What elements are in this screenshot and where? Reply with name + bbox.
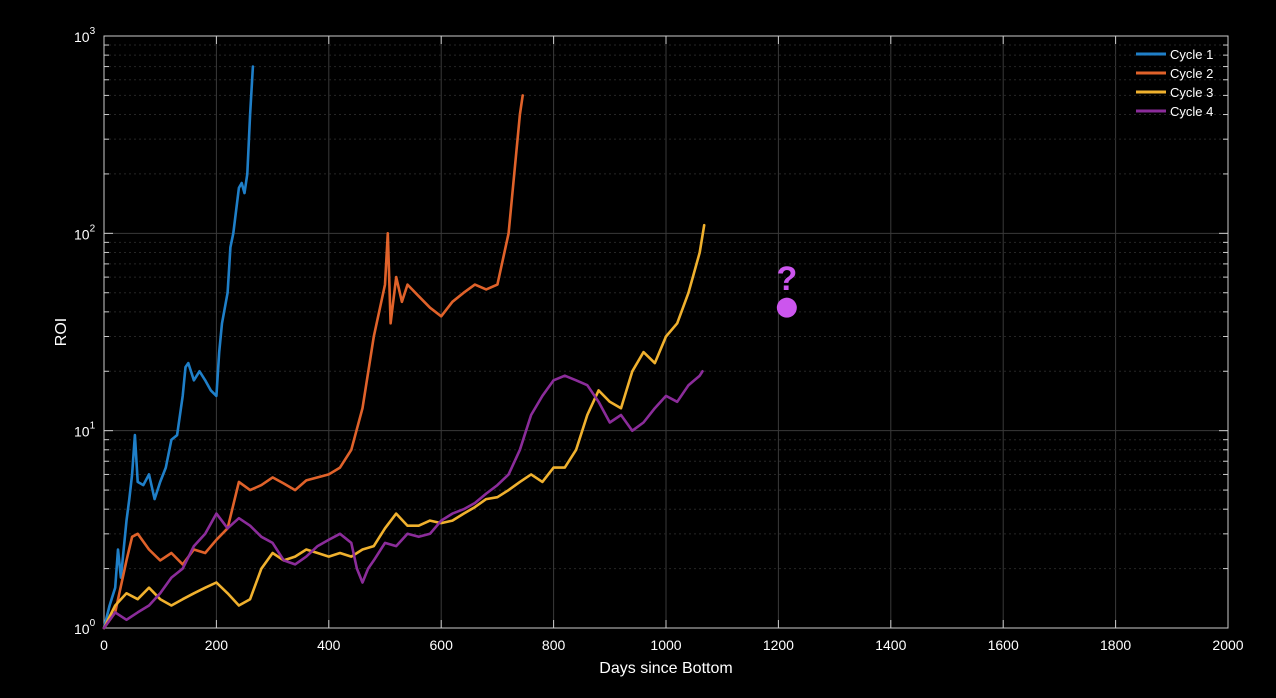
grid [104,36,1228,628]
x-tick-label: 200 [205,637,229,653]
series-line-cycle-2 [102,94,525,630]
series-line-cycle-3 [102,223,706,630]
legend-label-cycle-2: Cycle 2 [1170,66,1213,81]
x-tick-labels: 0 200 400 600 800 1000 1200 1400 1600 1800 2000 [100,637,1244,653]
x-axis-title: Days since Bottom [599,660,732,677]
x-tick-label: 1400 [875,637,906,653]
legend-label-cycle-1: Cycle 1 [1170,47,1213,62]
x-tick-label: 0 [100,637,108,653]
projection-marker [776,297,797,318]
y-axis-title: ROI [53,318,70,346]
tick-marks [103,35,1229,629]
legend: Cycle 1 Cycle 2 Cycle 3 Cycle 4 [1136,47,1213,119]
x-tick-label: 2000 [1212,637,1243,653]
question-mark-annotation: ? [776,260,797,298]
x-tick-label: 600 [430,637,454,653]
x-tick-label: 1800 [1100,637,1131,653]
legend-label-cycle-4: Cycle 4 [1170,104,1213,119]
x-tick-label: 1200 [763,637,794,653]
annotations: ? [776,260,797,318]
legend-label-cycle-3: Cycle 3 [1170,85,1213,100]
series-lines [102,65,706,630]
series-line-cycle-1 [102,65,255,630]
x-tick-label: 800 [542,637,566,653]
series-line-cycle-4 [102,369,704,630]
x-tick-label: 1000 [650,637,681,653]
x-tick-label: 1600 [988,637,1019,653]
x-tick-label: 400 [317,637,341,653]
